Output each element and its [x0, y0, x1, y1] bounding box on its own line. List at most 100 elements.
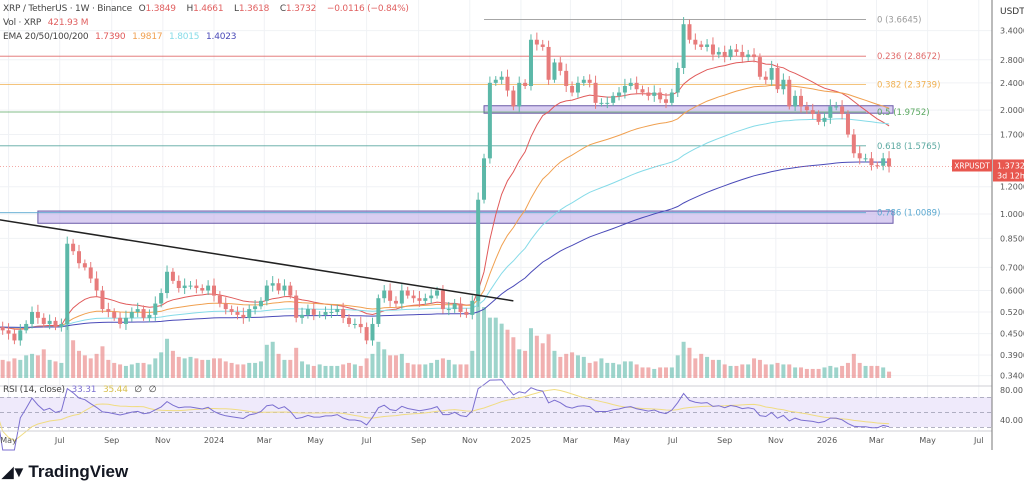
price-tick-label: 3.4000: [1000, 27, 1024, 36]
volume-bar: [716, 359, 721, 378]
volume-bar: [752, 358, 757, 378]
volume-bar: [558, 356, 563, 378]
candle-body: [458, 303, 463, 312]
volume-bar: [663, 367, 668, 378]
volume-bar: [628, 361, 633, 378]
time-axis[interactable]: May Jul Sep Nov 2024 Mar May Jul Sep Nov 2025 Mar Ma…: [0, 436, 983, 445]
volume-bar: [617, 364, 622, 378]
rsi-band: [0, 397, 992, 427]
volume-bar: [581, 356, 586, 378]
countdown-value: 3d 12h: [997, 171, 1024, 180]
candle-body: [118, 317, 123, 324]
volume-bar: [6, 361, 11, 378]
volume-bar: [775, 362, 780, 378]
symbol-tag-bg: [952, 159, 992, 172]
candle-body: [41, 317, 46, 324]
rsi-label: RSI (14, close): [3, 385, 65, 395]
rsi-axis[interactable]: 80.00 40.00: [1000, 386, 1023, 425]
time-tick-label: Jul: [54, 436, 65, 445]
fib-label: 0.382 (2.3739): [877, 80, 940, 90]
ema-line-200: [0, 161, 890, 328]
candle-body: [30, 311, 35, 324]
time-tick-label: May: [613, 436, 630, 445]
candle-body: [300, 314, 305, 318]
volume-bar: [358, 365, 363, 378]
volume-bar: [599, 358, 604, 378]
volume-bar: [822, 367, 827, 378]
rsi-legend[interactable]: RSI (14, close) 33.31 35.44 ∅ ∅: [3, 385, 160, 395]
candle-body: [810, 110, 815, 114]
candle-body: [622, 86, 627, 93]
volume-bar: [646, 367, 651, 378]
candle-body: [405, 290, 410, 296]
volume-bar: [393, 355, 398, 378]
volume-bar: [247, 362, 252, 378]
candle-body: [258, 300, 263, 307]
candle-body: [370, 323, 375, 341]
volume-bar: [0, 359, 5, 378]
candle-body: [170, 271, 175, 281]
candle-body: [417, 298, 422, 301]
volume-bar: [611, 362, 616, 378]
ema-line-20: [0, 60, 890, 330]
candle-body: [681, 24, 686, 69]
volume-bar: [65, 317, 70, 378]
candle-body: [294, 295, 299, 318]
volume-bar: [264, 344, 269, 378]
volume-bar: [540, 343, 545, 378]
volume-bar: [165, 338, 170, 378]
volume-bar: [335, 365, 340, 378]
rsi-tick-label: 80.00: [1000, 386, 1023, 395]
volume-bar: [552, 350, 557, 378]
ema-legend[interactable]: EMA 20/50/100/200 1.7390 1.9817 1.8015 1…: [3, 32, 240, 42]
volume-bar: [687, 347, 692, 378]
volume-bar: [875, 365, 880, 378]
trend-line: [0, 219, 514, 302]
rsi-line: [0, 379, 890, 451]
volume-bar: [30, 353, 35, 378]
rsi-ma-value: 35.44: [102, 385, 128, 395]
volume-bar: [382, 349, 387, 378]
volume-bar: [411, 364, 416, 378]
volume-bar: [141, 362, 146, 378]
candle-body: [857, 153, 862, 159]
candle-body: [487, 82, 492, 159]
support-zone: [483, 105, 894, 114]
volume-bar: [276, 353, 281, 378]
tradingview-logo[interactable]: ◢▼ TradingView: [2, 462, 128, 482]
candle-body: [182, 285, 187, 289]
candle-body: [752, 54, 757, 58]
volume-bar: [693, 358, 698, 378]
candle-body: [863, 158, 868, 160]
volume-legend[interactable]: Vol · XRP 421.93 M: [3, 18, 92, 28]
candle-body: [570, 86, 575, 93]
candle-body: [658, 92, 663, 100]
candle-body: [347, 317, 352, 324]
price-tick-label: 2.4000: [1000, 79, 1024, 88]
volume-bar: [170, 350, 175, 378]
brand-name: TradingView: [28, 462, 129, 481]
volume-bar: [129, 364, 134, 378]
volume-bar: [94, 353, 99, 378]
volume-bar: [511, 337, 516, 378]
symbol-legend[interactable]: XRP / TetherUS · 1W · Binance O1.3849 H1…: [3, 4, 413, 14]
volume-bar: [493, 317, 498, 378]
volume-bar: [388, 355, 393, 378]
volume-bar: [59, 362, 64, 378]
volume-bar: [123, 365, 128, 378]
volume-bar: [840, 365, 845, 378]
volume-bar: [769, 364, 774, 378]
candle-body: [546, 46, 551, 80]
candle-body: [464, 311, 469, 315]
hide-icon[interactable]: ∅: [134, 385, 143, 395]
volume-bar: [528, 328, 533, 378]
hide-icon[interactable]: ∅: [148, 385, 157, 395]
candle-body: [229, 309, 234, 312]
candle-body: [881, 158, 886, 166]
close-label: C: [279, 4, 286, 14]
candle-body: [159, 293, 164, 304]
tradingview-logo-icon: ◢▼: [2, 464, 26, 481]
candle-body: [746, 54, 751, 58]
